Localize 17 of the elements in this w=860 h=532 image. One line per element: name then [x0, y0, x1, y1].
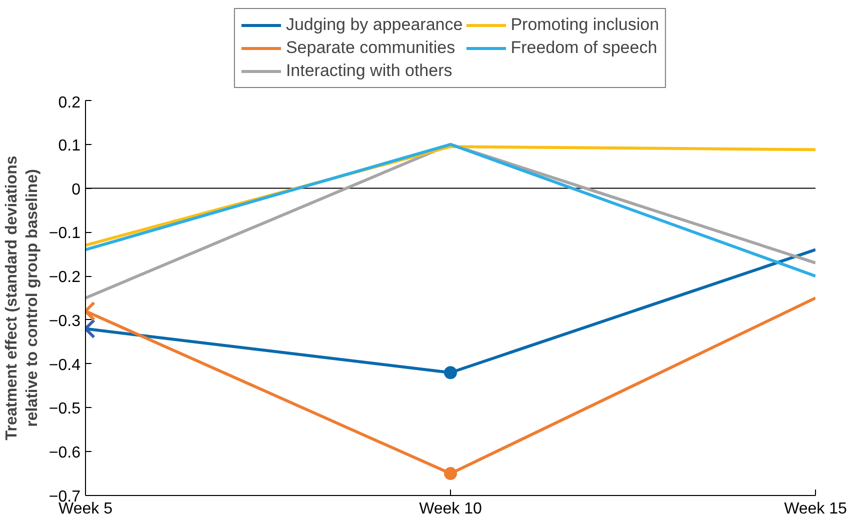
legend-label: Promoting inclusion	[510, 14, 660, 34]
y-tick-label: 0	[72, 181, 81, 198]
x-tick-label: Week 15	[784, 500, 848, 518]
y-tick-label: −0.1	[48, 225, 81, 242]
y-tick-label: −0.4	[48, 356, 81, 374]
legend-label: Interacting with others	[286, 60, 452, 80]
x-tick-label: Week 10	[419, 500, 482, 518]
y-tick-label: 0.2	[58, 94, 81, 112]
y-tick-label: −0.5	[48, 400, 81, 418]
y-axis-title: Treatment effect (standard deviations relative to control group baseline)	[4, 156, 41, 440]
legend-label: Separate communities	[286, 38, 456, 58]
legend-label: Judging by appearance	[286, 14, 463, 34]
y-tick-label: 0.1	[58, 137, 81, 154]
legend-label: Freedom of speech	[510, 38, 658, 58]
y-tick-label: −0.3	[48, 312, 81, 330]
y-tick-label: −0.6	[48, 444, 81, 462]
y-tick-label: −0.2	[48, 269, 81, 286]
